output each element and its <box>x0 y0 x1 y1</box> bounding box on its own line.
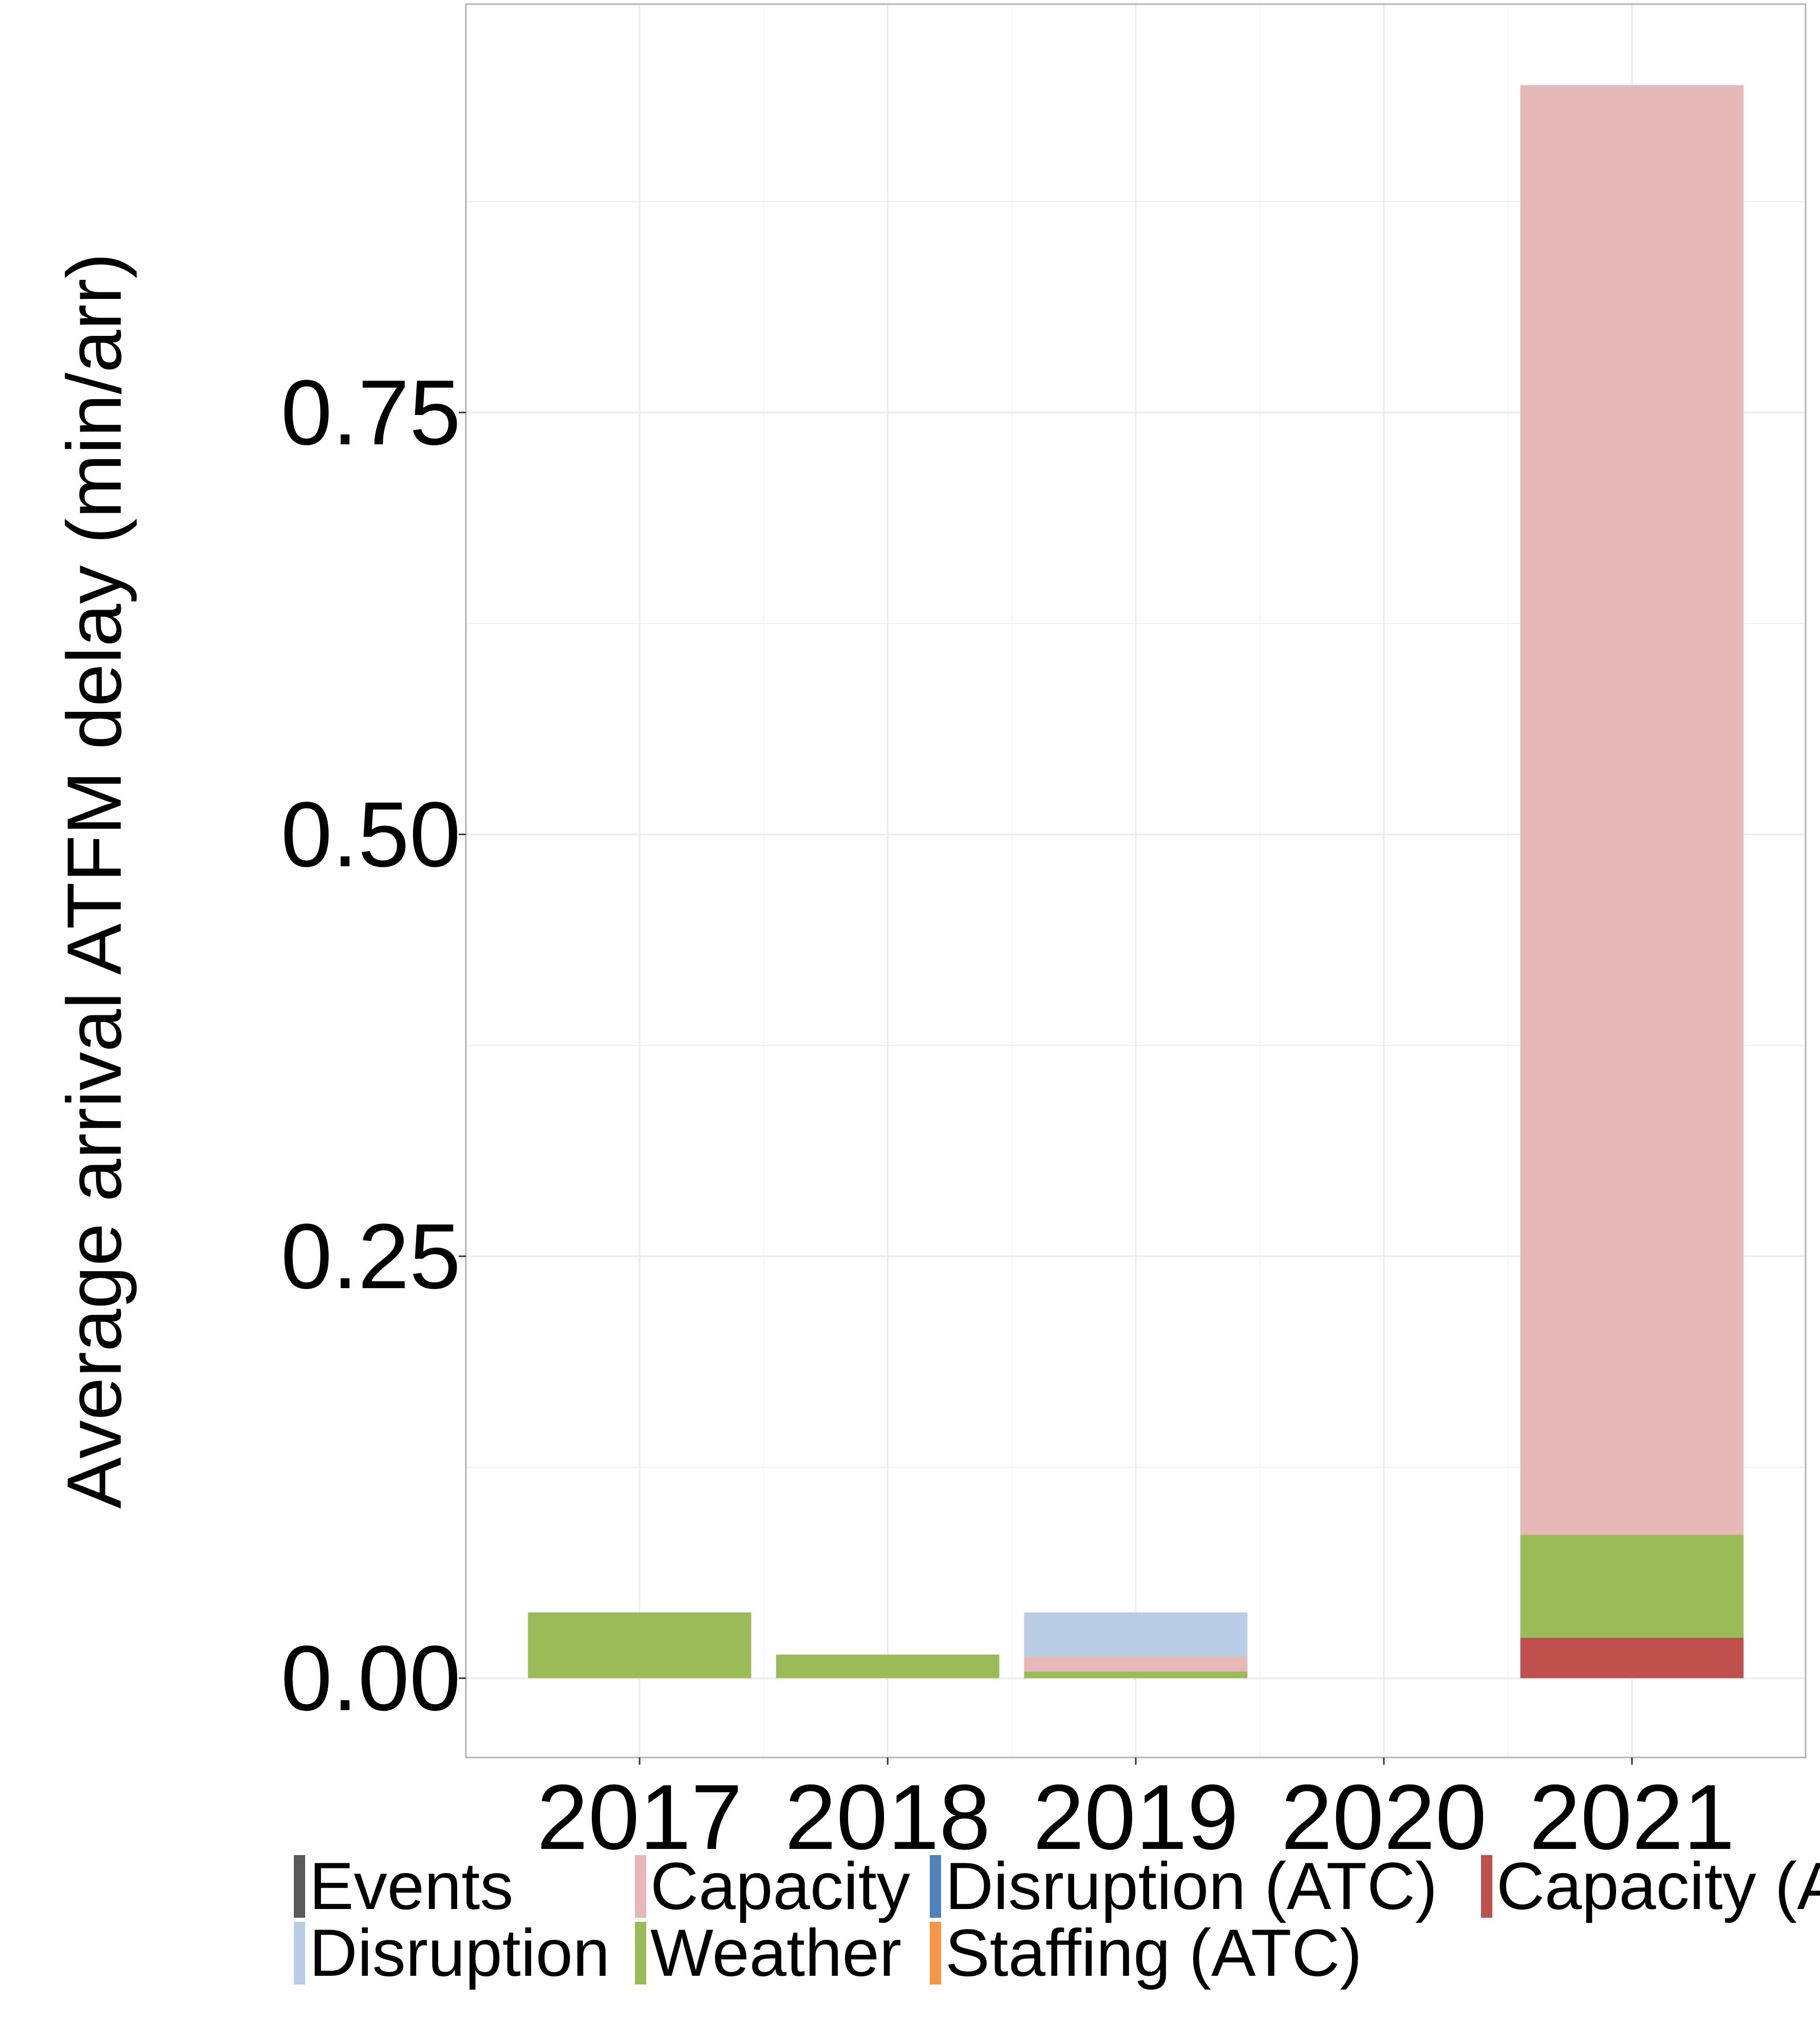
y-tick-label: 0.00 <box>281 1627 461 1730</box>
y-axis-label: Average arrival ATFM delay (min/arr) <box>51 253 137 1508</box>
legend-key <box>930 1855 941 1918</box>
legend-key <box>1481 1855 1492 1918</box>
legend-key <box>294 1855 305 1918</box>
y-tick-label: 0.50 <box>281 783 461 886</box>
legend-label: Capacity <box>650 1848 910 1923</box>
legend-item: Events <box>294 1848 513 1923</box>
x-tick-label: 2017 <box>537 1766 742 1869</box>
legend-key <box>635 1855 646 1918</box>
bar-segment <box>1024 1671 1248 1678</box>
legend-label: Disruption <box>309 1915 610 1990</box>
legend-label: Disruption (ATC) <box>945 1848 1437 1923</box>
bar-segment <box>1024 1656 1248 1672</box>
bar-segment <box>1520 1637 1744 1678</box>
legend-key <box>635 1922 646 1985</box>
legend-label: Staffing (ATC) <box>945 1915 1362 1990</box>
y-tick-label: 0.75 <box>281 361 461 464</box>
legend-label: Weather <box>650 1915 902 1990</box>
x-tick-label: 2018 <box>785 1766 990 1869</box>
y-tick-label: 0.25 <box>281 1205 461 1308</box>
bar-segment <box>1520 85 1744 1535</box>
bar-segment <box>1520 1535 1744 1638</box>
legend-item: Capacity <box>635 1848 910 1923</box>
legend: Events Capacity Disruption (ATC) Capacity (… <box>294 1848 1820 1990</box>
x-axis-ticks: 2017 2018 2019 2020 2021 <box>537 1758 1735 1869</box>
legend-item: Capacity (ATC) <box>1481 1848 1820 1923</box>
legend-key <box>294 1922 305 1985</box>
legend-key <box>930 1922 941 1985</box>
legend-label: Events <box>309 1848 513 1923</box>
bar-segment <box>1024 1612 1248 1656</box>
legend-item: Disruption <box>294 1915 610 1990</box>
bar-segment <box>528 1612 752 1678</box>
y-axis-ticks: 0.00 0.25 0.50 0.75 <box>281 361 466 1730</box>
legend-item: Disruption (ATC) <box>930 1848 1437 1923</box>
legend-label: Capacity (ATC) <box>1496 1848 1820 1923</box>
x-tick-label: 2021 <box>1529 1766 1735 1869</box>
legend-item: Weather <box>635 1915 902 1990</box>
x-tick-label: 2020 <box>1281 1766 1487 1869</box>
bars <box>528 85 1744 1678</box>
grid <box>466 4 1806 1758</box>
legend-item: Staffing (ATC) <box>930 1915 1362 1990</box>
x-tick-label: 2019 <box>1033 1766 1239 1869</box>
bar-segment <box>776 1654 1000 1678</box>
